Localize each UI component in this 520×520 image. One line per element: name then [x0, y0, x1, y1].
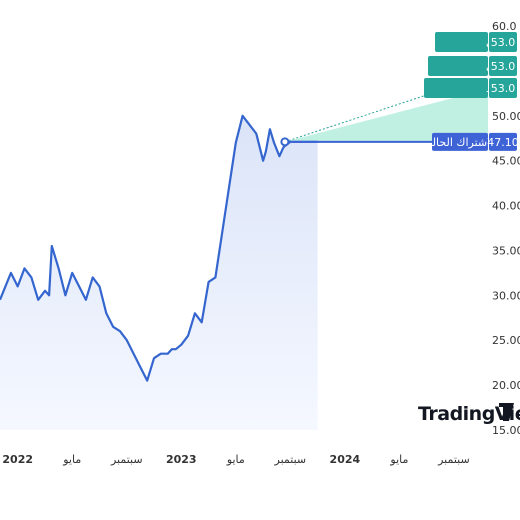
y-tick-label: 50.00: [492, 110, 520, 123]
forecast-target-0: +12.53% أدنى53.0: [435, 32, 520, 52]
y-tick-label: 60.0: [492, 20, 517, 33]
target-value-box: [489, 78, 517, 98]
y-tick-label: 25.00: [492, 334, 520, 347]
target-value-text: 53.0: [491, 60, 516, 73]
current-price-label: الاشتراك الحالي 47.10: [424, 132, 519, 151]
current-value-text: 47.10: [487, 136, 519, 149]
target-value-text: 53.0: [491, 82, 516, 95]
x-tick-label: سبتمبر: [274, 453, 307, 466]
x-tick-label: مايو: [226, 453, 245, 466]
y-tick-label: 15.00: [492, 424, 520, 437]
price-line: [0, 114, 318, 382]
tradingview-wordmark: TradingView: [418, 403, 520, 425]
y-tick-label: 30.00: [492, 289, 520, 302]
target-label-box: [435, 32, 488, 52]
x-tick-label: 2024: [330, 453, 361, 466]
target-value-text: 53.0: [491, 36, 516, 49]
target-label-box: [428, 56, 488, 76]
y-tick-label: 40.00: [492, 200, 520, 213]
current-label-text: الاشتراك الحالي: [424, 136, 497, 149]
x-tick-label: 2023: [166, 453, 197, 466]
x-tick-label: مايو: [389, 453, 408, 466]
current-price-marker: [280, 137, 290, 147]
forecast-target-labels: +12.53% أدنى53.0 +12.53% أقصى53.0+12.53% …: [424, 32, 520, 98]
forecast-target-1: +12.53% أقصى53.0: [428, 56, 520, 76]
x-tick-label: سبتمبر: [437, 453, 470, 466]
x-tick-label: سبتمبر: [110, 453, 143, 466]
y-tick-label: 35.00: [492, 244, 520, 257]
price-area-fill: [0, 115, 318, 431]
y-tick-label: 45.00: [492, 155, 520, 168]
current-label-box: [432, 132, 488, 151]
forecast-average-line: [284, 91, 437, 143]
current-value-box: [489, 132, 517, 151]
forecast-range-area: [284, 88, 488, 142]
y-tick-label: 20.00: [492, 379, 520, 392]
target-value-box: [489, 56, 517, 76]
tradingview-logo-icon: [499, 403, 514, 421]
target-value-box: [489, 32, 517, 52]
x-tick-label: 2022: [2, 453, 33, 466]
x-axis: 2022 مايو سبتمبر 2023 مايو سبتمبر 2024 مايو سبتم…: [2, 453, 469, 466]
target-label-box: [424, 78, 488, 98]
tradingview-watermark: TradingView: [418, 403, 520, 425]
forecast-target-2: +12.53% متوسط53.0: [424, 78, 520, 98]
x-tick-label: مايو: [62, 453, 81, 466]
